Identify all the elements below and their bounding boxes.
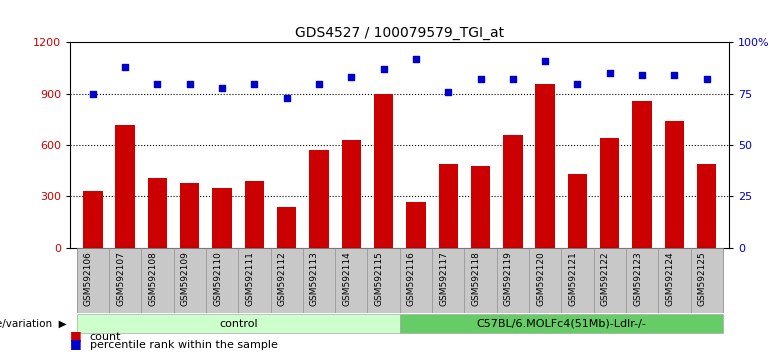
Point <box>604 70 616 76</box>
Bar <box>406 201 426 248</box>
Text: C57BL/6.MOLFc4(51Mb)-Ldlr-/-: C57BL/6.MOLFc4(51Mb)-Ldlr-/- <box>477 319 647 329</box>
Text: GSM592122: GSM592122 <box>601 251 610 306</box>
Text: ■: ■ <box>70 329 86 342</box>
Bar <box>633 101 652 248</box>
Bar <box>600 138 619 248</box>
Point <box>313 81 325 86</box>
Bar <box>503 135 523 248</box>
Point <box>248 81 261 86</box>
Text: GSM592108: GSM592108 <box>148 251 158 306</box>
Bar <box>438 164 458 248</box>
Point <box>119 64 131 70</box>
Bar <box>147 178 167 248</box>
Point <box>151 81 164 86</box>
Bar <box>277 207 296 248</box>
Point <box>183 81 196 86</box>
Text: percentile rank within the sample: percentile rank within the sample <box>90 341 278 350</box>
Point <box>636 73 648 78</box>
Point <box>506 76 519 82</box>
Text: GSM592109: GSM592109 <box>181 251 190 306</box>
Bar <box>342 140 361 248</box>
Point <box>571 81 583 86</box>
Bar <box>471 166 490 248</box>
Text: GSM592106: GSM592106 <box>83 251 93 306</box>
Text: GSM592111: GSM592111 <box>246 251 254 306</box>
Text: ■: ■ <box>70 337 86 350</box>
Bar <box>535 84 555 248</box>
Point <box>474 76 487 82</box>
Text: GSM592115: GSM592115 <box>374 251 384 306</box>
Bar <box>212 188 232 248</box>
Text: GSM592121: GSM592121 <box>569 251 577 306</box>
Point <box>539 58 551 64</box>
FancyBboxPatch shape <box>76 248 723 313</box>
Bar <box>115 125 135 248</box>
Point <box>216 85 229 91</box>
Bar <box>83 191 102 248</box>
Bar <box>665 121 684 248</box>
Bar <box>374 94 393 248</box>
Text: GSM592112: GSM592112 <box>278 251 287 306</box>
Text: GSM592124: GSM592124 <box>665 251 675 306</box>
Point <box>410 56 422 62</box>
Text: GSM592113: GSM592113 <box>310 251 319 306</box>
Bar <box>568 174 587 248</box>
Text: GSM592119: GSM592119 <box>504 251 512 306</box>
Bar <box>245 181 264 248</box>
Text: GSM592116: GSM592116 <box>407 251 416 306</box>
Title: GDS4527 / 100079579_TGI_at: GDS4527 / 100079579_TGI_at <box>295 26 505 40</box>
Point <box>700 76 713 82</box>
Bar <box>697 164 716 248</box>
Text: count: count <box>90 332 121 342</box>
Bar <box>310 150 328 248</box>
Point <box>345 75 357 80</box>
Bar <box>180 183 200 248</box>
Text: GSM592125: GSM592125 <box>697 251 707 306</box>
Point <box>668 73 681 78</box>
Text: GSM592107: GSM592107 <box>116 251 125 306</box>
Text: GSM592123: GSM592123 <box>633 251 642 306</box>
Point <box>442 89 455 95</box>
Text: GSM592117: GSM592117 <box>439 251 448 306</box>
Text: GSM592120: GSM592120 <box>536 251 545 306</box>
Point <box>378 66 390 72</box>
Text: GSM592114: GSM592114 <box>342 251 351 306</box>
Point <box>281 95 293 101</box>
Text: genotype/variation  ▶: genotype/variation ▶ <box>0 319 66 329</box>
Text: control: control <box>219 319 257 329</box>
Text: GSM592110: GSM592110 <box>213 251 222 306</box>
Point <box>87 91 99 97</box>
FancyBboxPatch shape <box>76 314 400 333</box>
FancyBboxPatch shape <box>400 314 723 333</box>
Text: GSM592118: GSM592118 <box>472 251 480 306</box>
